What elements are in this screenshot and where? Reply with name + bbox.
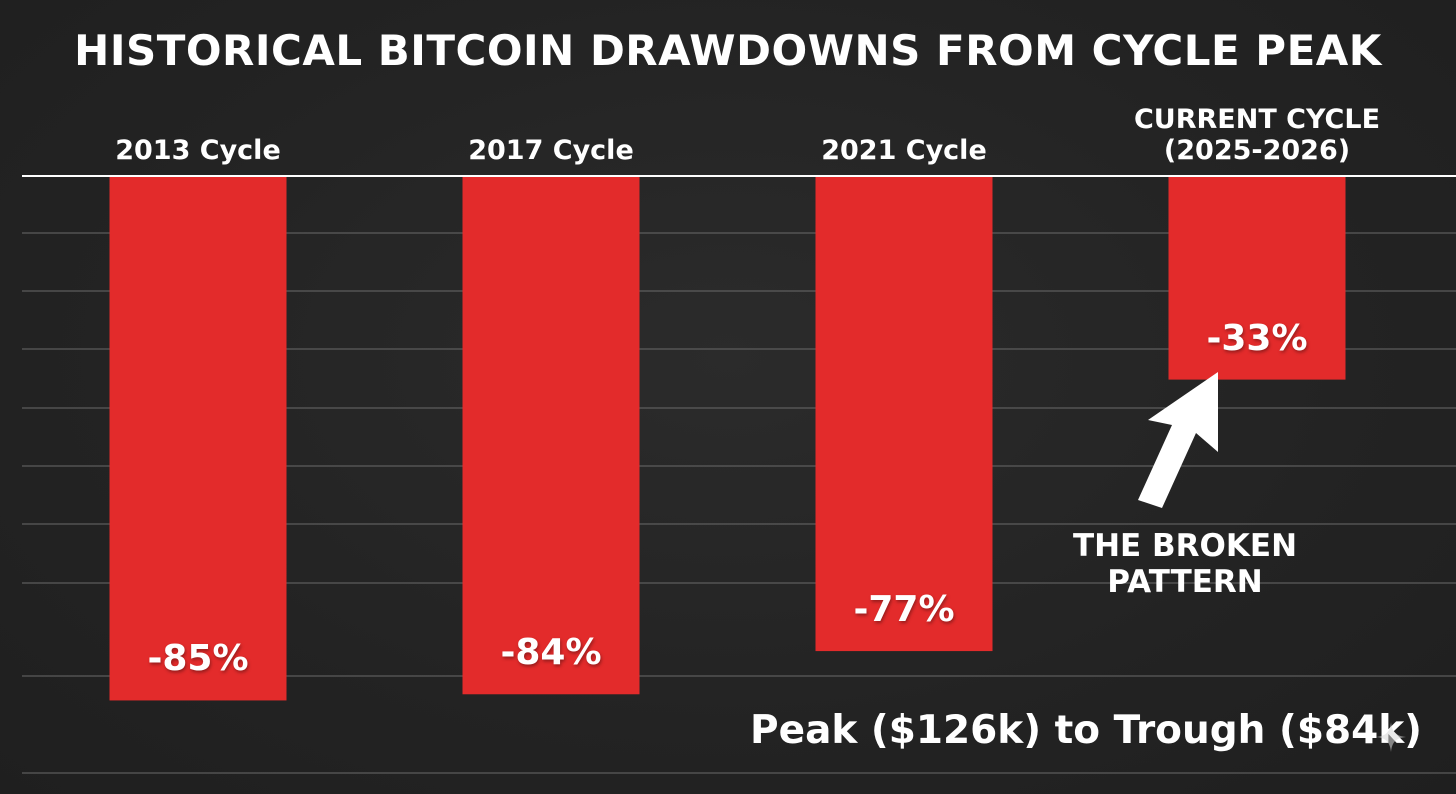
bar-2 xyxy=(462,176,640,695)
category-label: 2021 Cycle xyxy=(774,135,1034,166)
annotation-broken-pattern: THE BROKEN PATTERN xyxy=(1040,528,1330,600)
category-label: CURRENT CYCLE (2025-2026) xyxy=(1127,104,1387,166)
arrow-up-icon xyxy=(1138,372,1218,508)
annotation-line: PATTERN xyxy=(1107,564,1263,600)
value-label: -85% xyxy=(147,638,249,680)
category-label-line: CURRENT CYCLE xyxy=(1133,104,1381,135)
category-label-line: 2021 Cycle xyxy=(821,135,987,166)
category-label-line: (2025-2026) xyxy=(1163,135,1351,166)
bar-3 xyxy=(815,176,993,652)
bar-4 xyxy=(1168,176,1346,380)
value-label: -77% xyxy=(853,589,955,631)
bars xyxy=(109,176,1346,701)
category-label: 2013 Cycle xyxy=(68,135,328,166)
category-label-line: 2013 Cycle xyxy=(115,135,281,166)
sparkle-icon xyxy=(1376,722,1406,752)
annotation-line: THE BROKEN xyxy=(1072,528,1298,564)
bar-1 xyxy=(109,176,287,701)
category-label: 2017 Cycle xyxy=(421,135,681,166)
chart-title: HISTORICAL BITCOIN DRAWDOWNS FROM CYCLE … xyxy=(74,26,1382,75)
value-label: -33% xyxy=(1206,317,1308,359)
footnote-peak-to-trough: Peak ($126k) to Trough ($84k) xyxy=(750,708,1422,753)
value-label: -84% xyxy=(500,632,602,674)
category-label-line: 2017 Cycle xyxy=(468,135,634,166)
